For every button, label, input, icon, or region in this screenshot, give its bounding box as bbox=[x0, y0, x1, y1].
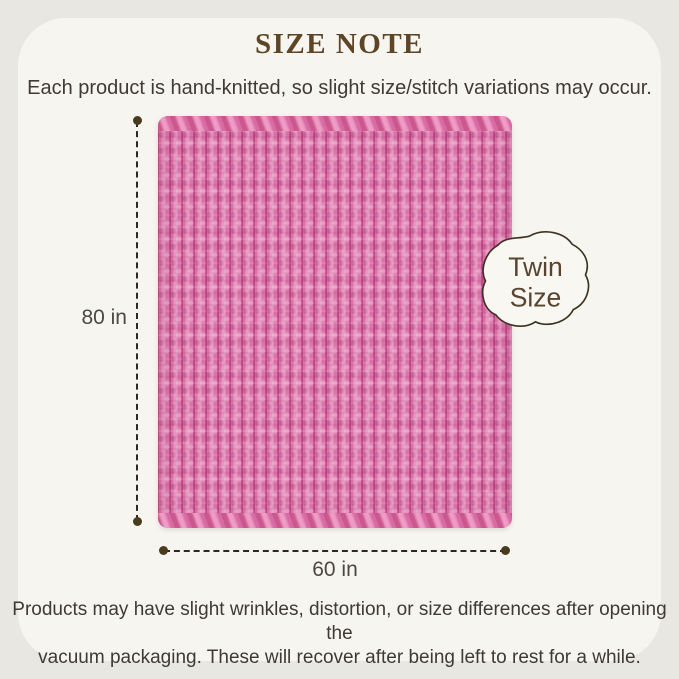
size-tag-text-line2: Size bbox=[510, 283, 562, 313]
footer-note: Products may have slight wrinkles, disto… bbox=[0, 598, 679, 670]
page-title: SIZE NOTE bbox=[254, 28, 425, 60]
footer-note-line1: Products may have slight wrinkles, disto… bbox=[12, 599, 667, 644]
width-dimension-line bbox=[164, 550, 506, 552]
size-tag-text-line1: Twin bbox=[508, 252, 563, 282]
height-line-top-dot bbox=[133, 116, 142, 125]
height-line-bottom-dot bbox=[133, 517, 142, 526]
footer-note-line2: vacuum packaging. These will recover aft… bbox=[38, 647, 641, 668]
blanket-top-braid bbox=[158, 116, 512, 131]
subtitle: Each product is hand-knitted, so slight … bbox=[27, 77, 652, 99]
width-line-right-dot bbox=[501, 546, 510, 555]
blanket-bottom-braid bbox=[158, 513, 512, 528]
size-tag: Twin Size bbox=[481, 231, 590, 327]
height-dimension-line bbox=[136, 121, 138, 521]
size-tag-cloud-shape bbox=[481, 231, 590, 327]
width-label: 60 in bbox=[312, 558, 358, 581]
height-label: 80 in bbox=[81, 306, 127, 329]
blanket-image bbox=[158, 116, 512, 528]
width-line-left-dot bbox=[159, 546, 168, 555]
